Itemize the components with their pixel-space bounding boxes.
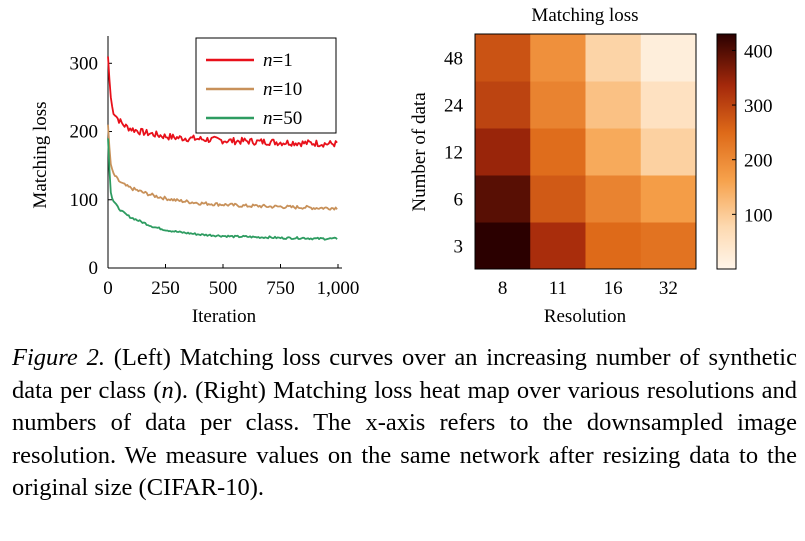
heatmap-y-tick-label: 6 xyxy=(454,190,464,211)
heatmap-cell xyxy=(640,222,697,270)
colorbar-tick-label: 100 xyxy=(744,205,773,226)
heatmap-y-ticks: 3 6 12 24 48 xyxy=(444,49,464,258)
heatmap-cell xyxy=(585,34,642,82)
colorbar-tick-label: 400 xyxy=(744,41,773,62)
caption-math-n: n xyxy=(161,376,174,404)
legend-var: n xyxy=(263,108,273,129)
heatmap-chart: Matching loss 3 6 12 24 48 8 11 16 32 Resolutio… xyxy=(409,5,773,327)
heatmap-cell xyxy=(530,128,586,176)
legend-label-3: n=50 xyxy=(263,108,302,129)
heatmap-x-ticks: 8 11 16 32 xyxy=(498,278,678,299)
legend-entries: n=1n=10n=50 xyxy=(206,50,302,129)
heatmap-cells xyxy=(475,34,697,270)
heatmap-x-tick-label: 11 xyxy=(549,278,567,299)
heatmap-cell xyxy=(530,175,586,223)
heatmap-title: Matching loss xyxy=(531,5,638,26)
legend-value: =1 xyxy=(273,50,293,71)
legend-label-2: n=10 xyxy=(263,79,302,100)
heatmap-y-tick-label: 48 xyxy=(444,49,463,70)
legend-value: =10 xyxy=(273,79,303,100)
line-chart-series xyxy=(107,56,338,241)
heatmap-cell xyxy=(640,128,697,176)
series-line-3 xyxy=(107,138,338,241)
figure: 0 100 200 300 0 250 500 750 1,000 Iteration Mat… xyxy=(30,5,773,327)
heatmap-y-tick-label: 3 xyxy=(454,237,464,258)
line-chart-x-ticks: 0 250 500 750 1,000 xyxy=(103,264,359,299)
line-x-tick-label: 750 xyxy=(266,278,295,299)
heatmap-cell xyxy=(530,222,586,270)
line-x-tick-label: 250 xyxy=(151,278,180,299)
heatmap-cell xyxy=(475,128,531,176)
heatmap-cell xyxy=(585,222,642,270)
legend-var: n xyxy=(263,79,273,100)
line-chart-ylabel: Matching loss xyxy=(30,101,51,208)
heatmap-cell xyxy=(585,128,642,176)
heatmap-xlabel: Resolution xyxy=(544,306,627,327)
line-y-tick-label: 200 xyxy=(70,122,99,143)
caption-text-part2: ). (Right) Matching loss heat map over v… xyxy=(12,376,797,502)
line-y-tick-label: 300 xyxy=(70,53,99,74)
heatmap-cell xyxy=(475,34,531,82)
colorbar-tick-label: 300 xyxy=(744,96,773,117)
heatmap-ylabel: Number of data xyxy=(409,92,430,212)
heatmap-cell xyxy=(585,175,642,223)
series-line-2 xyxy=(107,124,338,211)
heatmap-x-tick-label: 16 xyxy=(604,278,623,299)
caption-text-part1: (Left) Matching loss curves over an incr… xyxy=(12,344,797,404)
heatmap-cell xyxy=(530,81,586,129)
line-y-tick-label: 0 xyxy=(89,258,99,279)
colorbar-tick-label: 200 xyxy=(744,151,773,172)
legend-var: n xyxy=(263,50,273,71)
heatmap-y-tick-label: 12 xyxy=(444,143,463,164)
colorbar xyxy=(716,33,737,270)
legend-label-1: n=1 xyxy=(263,50,293,71)
heatmap-y-tick-label: 24 xyxy=(444,96,464,117)
heatmap-x-tick-label: 32 xyxy=(659,278,678,299)
caption-figure-label: Figure 2. xyxy=(12,344,105,371)
figure-canvas: 0 100 200 300 0 250 500 750 1,000 Iteration Mat… xyxy=(30,5,773,327)
heatmap-cell xyxy=(475,222,531,270)
heatmap-cell xyxy=(640,175,697,223)
heatmap-cell xyxy=(585,81,642,129)
line-y-tick-label: 100 xyxy=(70,190,99,211)
legend-value: =50 xyxy=(273,108,303,129)
heatmap-cell xyxy=(640,34,697,82)
line-x-tick-label: 1,000 xyxy=(317,278,360,299)
line-chart-xlabel: Iteration xyxy=(192,306,257,327)
line-chart-legend: n=1n=10n=50 xyxy=(195,37,337,134)
figure-caption: Figure 2. (Left) Matching loss curves ov… xyxy=(12,342,797,505)
heatmap-cell xyxy=(530,34,586,82)
line-chart-y-ticks: 0 100 200 300 xyxy=(70,53,112,279)
heatmap-cell xyxy=(475,175,531,223)
heatmap-cell xyxy=(640,81,697,129)
line-x-tick-label: 500 xyxy=(209,278,238,299)
colorbar-ticks: 100 200 300 400 xyxy=(732,41,773,226)
heatmap-cell xyxy=(475,81,531,129)
line-chart: 0 100 200 300 0 250 500 750 1,000 Iteration Mat… xyxy=(30,36,359,327)
heatmap-frame xyxy=(474,33,697,270)
line-x-tick-label: 0 xyxy=(103,278,113,299)
series-line-1 xyxy=(107,56,338,148)
heatmap-x-tick-label: 8 xyxy=(498,278,508,299)
